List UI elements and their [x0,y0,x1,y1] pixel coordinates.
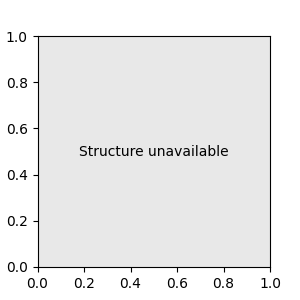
Text: Structure unavailable: Structure unavailable [79,145,229,158]
